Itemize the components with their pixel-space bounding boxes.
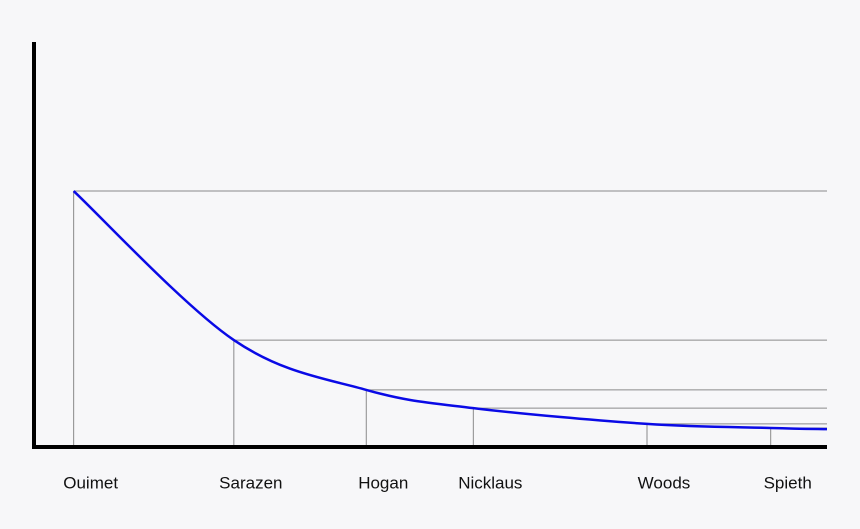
x-tick-label: Ouimet xyxy=(63,473,118,492)
x-tick-label: Woods xyxy=(638,473,691,492)
x-tick-label: Spieth xyxy=(764,473,812,492)
curve xyxy=(72,190,828,431)
x-tick-label: Sarazen xyxy=(219,473,282,492)
x-tick-label: Nicklaus xyxy=(458,473,522,492)
x-tick-label: Hogan xyxy=(358,473,408,492)
